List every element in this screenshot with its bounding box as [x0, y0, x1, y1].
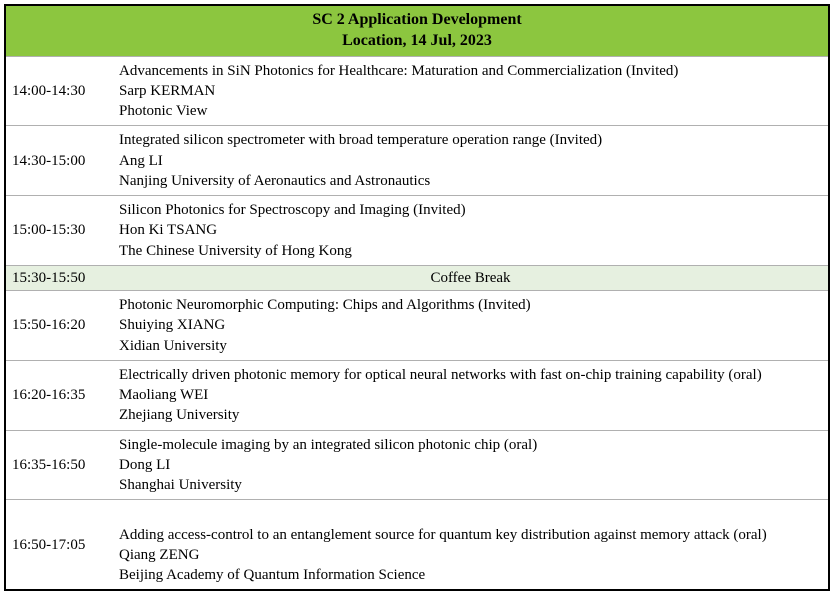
- session-affiliation: Shanghai University: [119, 475, 822, 495]
- time-cell: 16:50-17:05: [5, 500, 113, 591]
- session-speaker: Shuiying XIANG: [119, 315, 822, 335]
- session-title: Electrically driven photonic memory for …: [119, 365, 822, 385]
- session-affiliation: Xidian University: [119, 336, 822, 356]
- table-row: 14:30-15:00 Integrated silicon spectrome…: [5, 126, 829, 196]
- time-cell: 14:00-14:30: [5, 56, 113, 126]
- session-title: Adding access-control to an entanglement…: [119, 525, 822, 545]
- table-row: 16:35-16:50 Single-molecule imaging by a…: [5, 430, 829, 500]
- time-cell: 16:20-16:35: [5, 360, 113, 430]
- header-title-line2: Location, 14 Jul, 2023: [12, 31, 822, 52]
- schedule-table-body: SC 2 Application Development Location, 1…: [5, 5, 829, 590]
- session-affiliation: Nanjing University of Aeronautics and As…: [119, 171, 822, 191]
- table-row: 14:00-14:30 Advancements in SiN Photonic…: [5, 56, 829, 126]
- table-row: 15:00-15:30 Silicon Photonics for Spectr…: [5, 196, 829, 266]
- session-speaker: Sarp KERMAN: [119, 81, 822, 101]
- session-cell: Electrically driven photonic memory for …: [113, 360, 829, 430]
- session-cell: Silicon Photonics for Spectroscopy and I…: [113, 196, 829, 266]
- break-time: 15:30-15:50: [5, 265, 113, 290]
- session-cell: Advancements in SiN Photonics for Health…: [113, 56, 829, 126]
- session-title: Integrated silicon spectrometer with bro…: [119, 130, 822, 150]
- schedule-table: SC 2 Application Development Location, 1…: [4, 4, 830, 591]
- session-title: Silicon Photonics for Spectroscopy and I…: [119, 200, 822, 220]
- session-speaker: Ang LI: [119, 151, 822, 171]
- session-title: Photonic Neuromorphic Computing: Chips a…: [119, 295, 822, 315]
- session-speaker: Qiang ZENG: [119, 545, 822, 565]
- header-title-line1: SC 2 Application Development: [12, 10, 822, 31]
- time-cell: 15:50-16:20: [5, 291, 113, 361]
- break-row: 15:30-15:50 Coffee Break: [5, 265, 829, 290]
- time-cell: 16:35-16:50: [5, 430, 113, 500]
- session-cell: Photonic Neuromorphic Computing: Chips a…: [113, 291, 829, 361]
- session-affiliation: The Chinese University of Hong Kong: [119, 241, 822, 261]
- session-affiliation: Zhejiang University: [119, 405, 822, 425]
- session-cell: Adding access-control to an entanglement…: [113, 500, 829, 591]
- header-row: SC 2 Application Development Location, 1…: [5, 5, 829, 56]
- session-affiliation: Beijing Academy of Quantum Information S…: [119, 565, 822, 585]
- table-row: 16:20-16:35 Electrically driven photonic…: [5, 360, 829, 430]
- session-speaker: Maoliang WEI: [119, 385, 822, 405]
- session-affiliation: Photonic View: [119, 101, 822, 121]
- session-speaker: Hon Ki TSANG: [119, 220, 822, 240]
- header-cell: SC 2 Application Development Location, 1…: [5, 5, 829, 56]
- session-title: Single-molecule imaging by an integrated…: [119, 435, 822, 455]
- session-cell: Integrated silicon spectrometer with bro…: [113, 126, 829, 196]
- time-cell: 15:00-15:30: [5, 196, 113, 266]
- session-title: Advancements in SiN Photonics for Health…: [119, 61, 822, 81]
- session-speaker: Dong LI: [119, 455, 822, 475]
- session-cell: Single-molecule imaging by an integrated…: [113, 430, 829, 500]
- table-row: 16:50-17:05 Adding access-control to an …: [5, 500, 829, 591]
- time-cell: 14:30-15:00: [5, 126, 113, 196]
- break-label: Coffee Break: [113, 265, 829, 290]
- table-row: 15:50-16:20 Photonic Neuromorphic Comput…: [5, 291, 829, 361]
